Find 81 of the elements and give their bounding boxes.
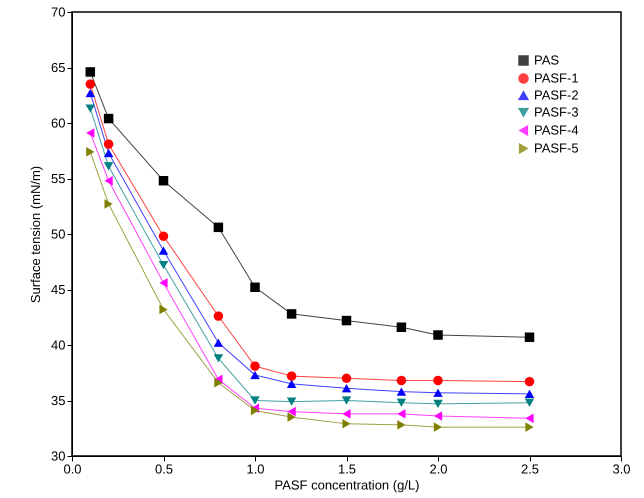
point [287,406,296,416]
point [250,282,260,292]
x-tick-label: 3.0 [612,462,631,476]
point [104,148,114,158]
legend-label: PASF-1 [534,70,579,86]
point [214,222,224,232]
point [342,409,351,419]
legend-label: PASF-3 [534,104,579,120]
point [159,278,168,288]
point [286,380,296,388]
point [433,330,443,340]
point [433,388,443,397]
point [250,396,260,405]
point [342,384,352,392]
point [158,260,168,270]
point [86,104,96,113]
point [214,378,223,388]
point [286,398,296,406]
point [214,311,224,321]
point [158,176,168,186]
point [396,376,406,386]
x-tick-label: 2.5 [520,462,540,476]
point [525,422,534,432]
point [433,376,443,386]
legend-label: PAS [534,52,560,68]
point [396,398,406,407]
point [524,332,534,342]
point [158,246,168,255]
point [525,414,534,424]
point [397,420,406,430]
point [396,388,406,396]
point [286,309,296,319]
point [250,361,260,371]
point [86,79,96,89]
y-tick-label: 60 [51,116,66,130]
y-tick-label: 35 [51,393,66,408]
point [342,374,352,384]
point [524,390,534,398]
y-tick-label: 70 [51,4,66,20]
point [104,139,114,149]
x-tick-label: 1.5 [338,462,356,476]
y-tick-label: 55 [51,171,66,186]
y-tick-label: 45 [51,282,66,297]
point [86,67,96,77]
y-tick-label: 40 [51,338,66,352]
x-tick-label: 1.0 [246,462,265,476]
point [342,396,352,405]
point [524,376,534,386]
point [287,412,296,422]
point [524,398,534,407]
x-tick-label: 0.0 [63,462,82,476]
point [104,176,113,186]
legend-label: PASF-2 [534,88,579,102]
point [434,422,442,432]
x-tick-label: 2.0 [429,462,448,476]
point [104,162,114,170]
point [214,354,224,362]
point [214,338,224,347]
legend-label: PASF-4 [534,122,579,138]
point [396,322,406,332]
y-tick-label: 65 [51,60,66,75]
point [342,316,352,326]
point [86,147,94,157]
point [158,231,168,241]
point [342,419,351,429]
point [104,199,113,209]
y-tick-label: 30 [51,448,66,464]
point [397,409,406,419]
point [159,304,168,314]
point [434,411,442,421]
y-axis-title: Surface tension (mN/m) [28,166,44,304]
point [104,114,114,124]
point [286,371,296,381]
x-tick-label: 0.5 [154,462,174,476]
point [250,370,260,380]
legend-label: PASF-5 [534,140,579,156]
y-tick-label: 50 [51,226,66,242]
point [86,128,94,138]
point [433,400,443,408]
point [86,88,96,98]
x-axis-title: PASF concentration (g/L) [274,478,420,492]
